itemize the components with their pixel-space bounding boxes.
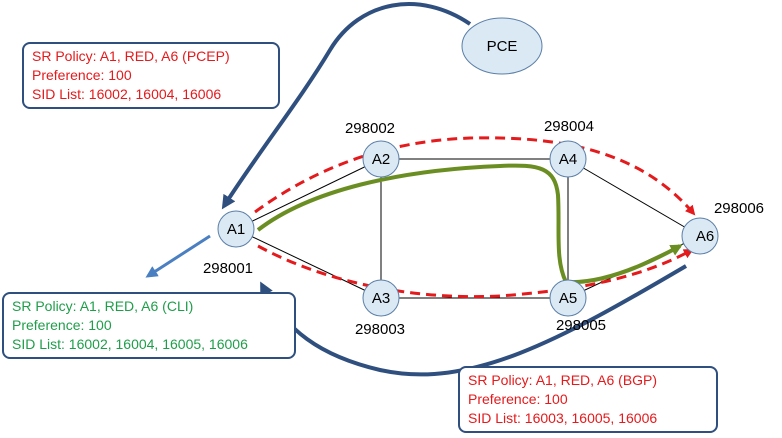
node-a3[interactable]: A3 [362,279,400,317]
sid-a1: 298001 [203,260,253,277]
node-a4[interactable]: A4 [549,140,587,178]
node-a6[interactable]: A6 [681,217,719,255]
policy-bgp-line1: SR Policy: A1, RED, A6 (BGP) [468,372,658,388]
node-a3-label: A3 [372,290,390,307]
node-a6-label: A6 [696,228,714,245]
node-a5[interactable]: A5 [549,279,587,317]
policy-cli-line1: SR Policy: A1, RED, A6 (CLI) [12,298,194,314]
policy-pcep-line3: SID List: 16002, 16004, 16006 [32,86,222,102]
sid-a6: 298006 [714,200,764,217]
node-a1[interactable]: A1 [217,210,255,248]
red-path-upper [254,136,696,216]
topology-links [235,158,701,299]
cli-arrow [145,234,211,278]
policy-pcep-line1: SR Policy: A1, RED, A6 (PCEP) [32,48,230,64]
node-pce[interactable]: PCE [461,17,543,75]
node-a4-label: A4 [559,151,577,168]
policy-box-cli: SR Policy: A1, RED, A6 (CLI) Preference:… [2,292,296,359]
node-a1-label: A1 [227,221,245,238]
bgp-to-a1-arrow [260,264,688,377]
node-pce-label: PCE [487,38,518,55]
policy-box-pcep: SR Policy: A1, RED, A6 (PCEP) Preference… [22,42,280,109]
policy-pcep-line2: Preference: 100 [32,67,132,83]
sid-a4: 298004 [544,118,594,135]
green-path [256,163,683,285]
red-path-lower [257,244,694,299]
node-a2-label: A2 [372,151,390,168]
policy-cli-line3: SID List: 16002, 16004, 16005, 16006 [12,336,248,352]
node-a2[interactable]: A2 [362,140,400,178]
link-a1-a2 [235,158,382,230]
sid-a3: 298003 [355,321,405,338]
link-a1-a3 [235,228,382,299]
pce-to-a1-arrow [221,2,472,210]
sid-a2: 298002 [345,120,395,137]
policy-box-bgp: SR Policy: A1, RED, A6 (BGP) Preference:… [458,366,718,433]
link-a4-a6 [567,158,701,237]
sid-a5: 298005 [556,317,606,334]
policy-bgp-line2: Preference: 100 [468,391,568,407]
node-a5-label: A5 [559,290,577,307]
policy-cli-line2: Preference: 100 [12,317,112,333]
policy-bgp-line3: SID List: 16003, 16005, 16006 [468,410,658,426]
